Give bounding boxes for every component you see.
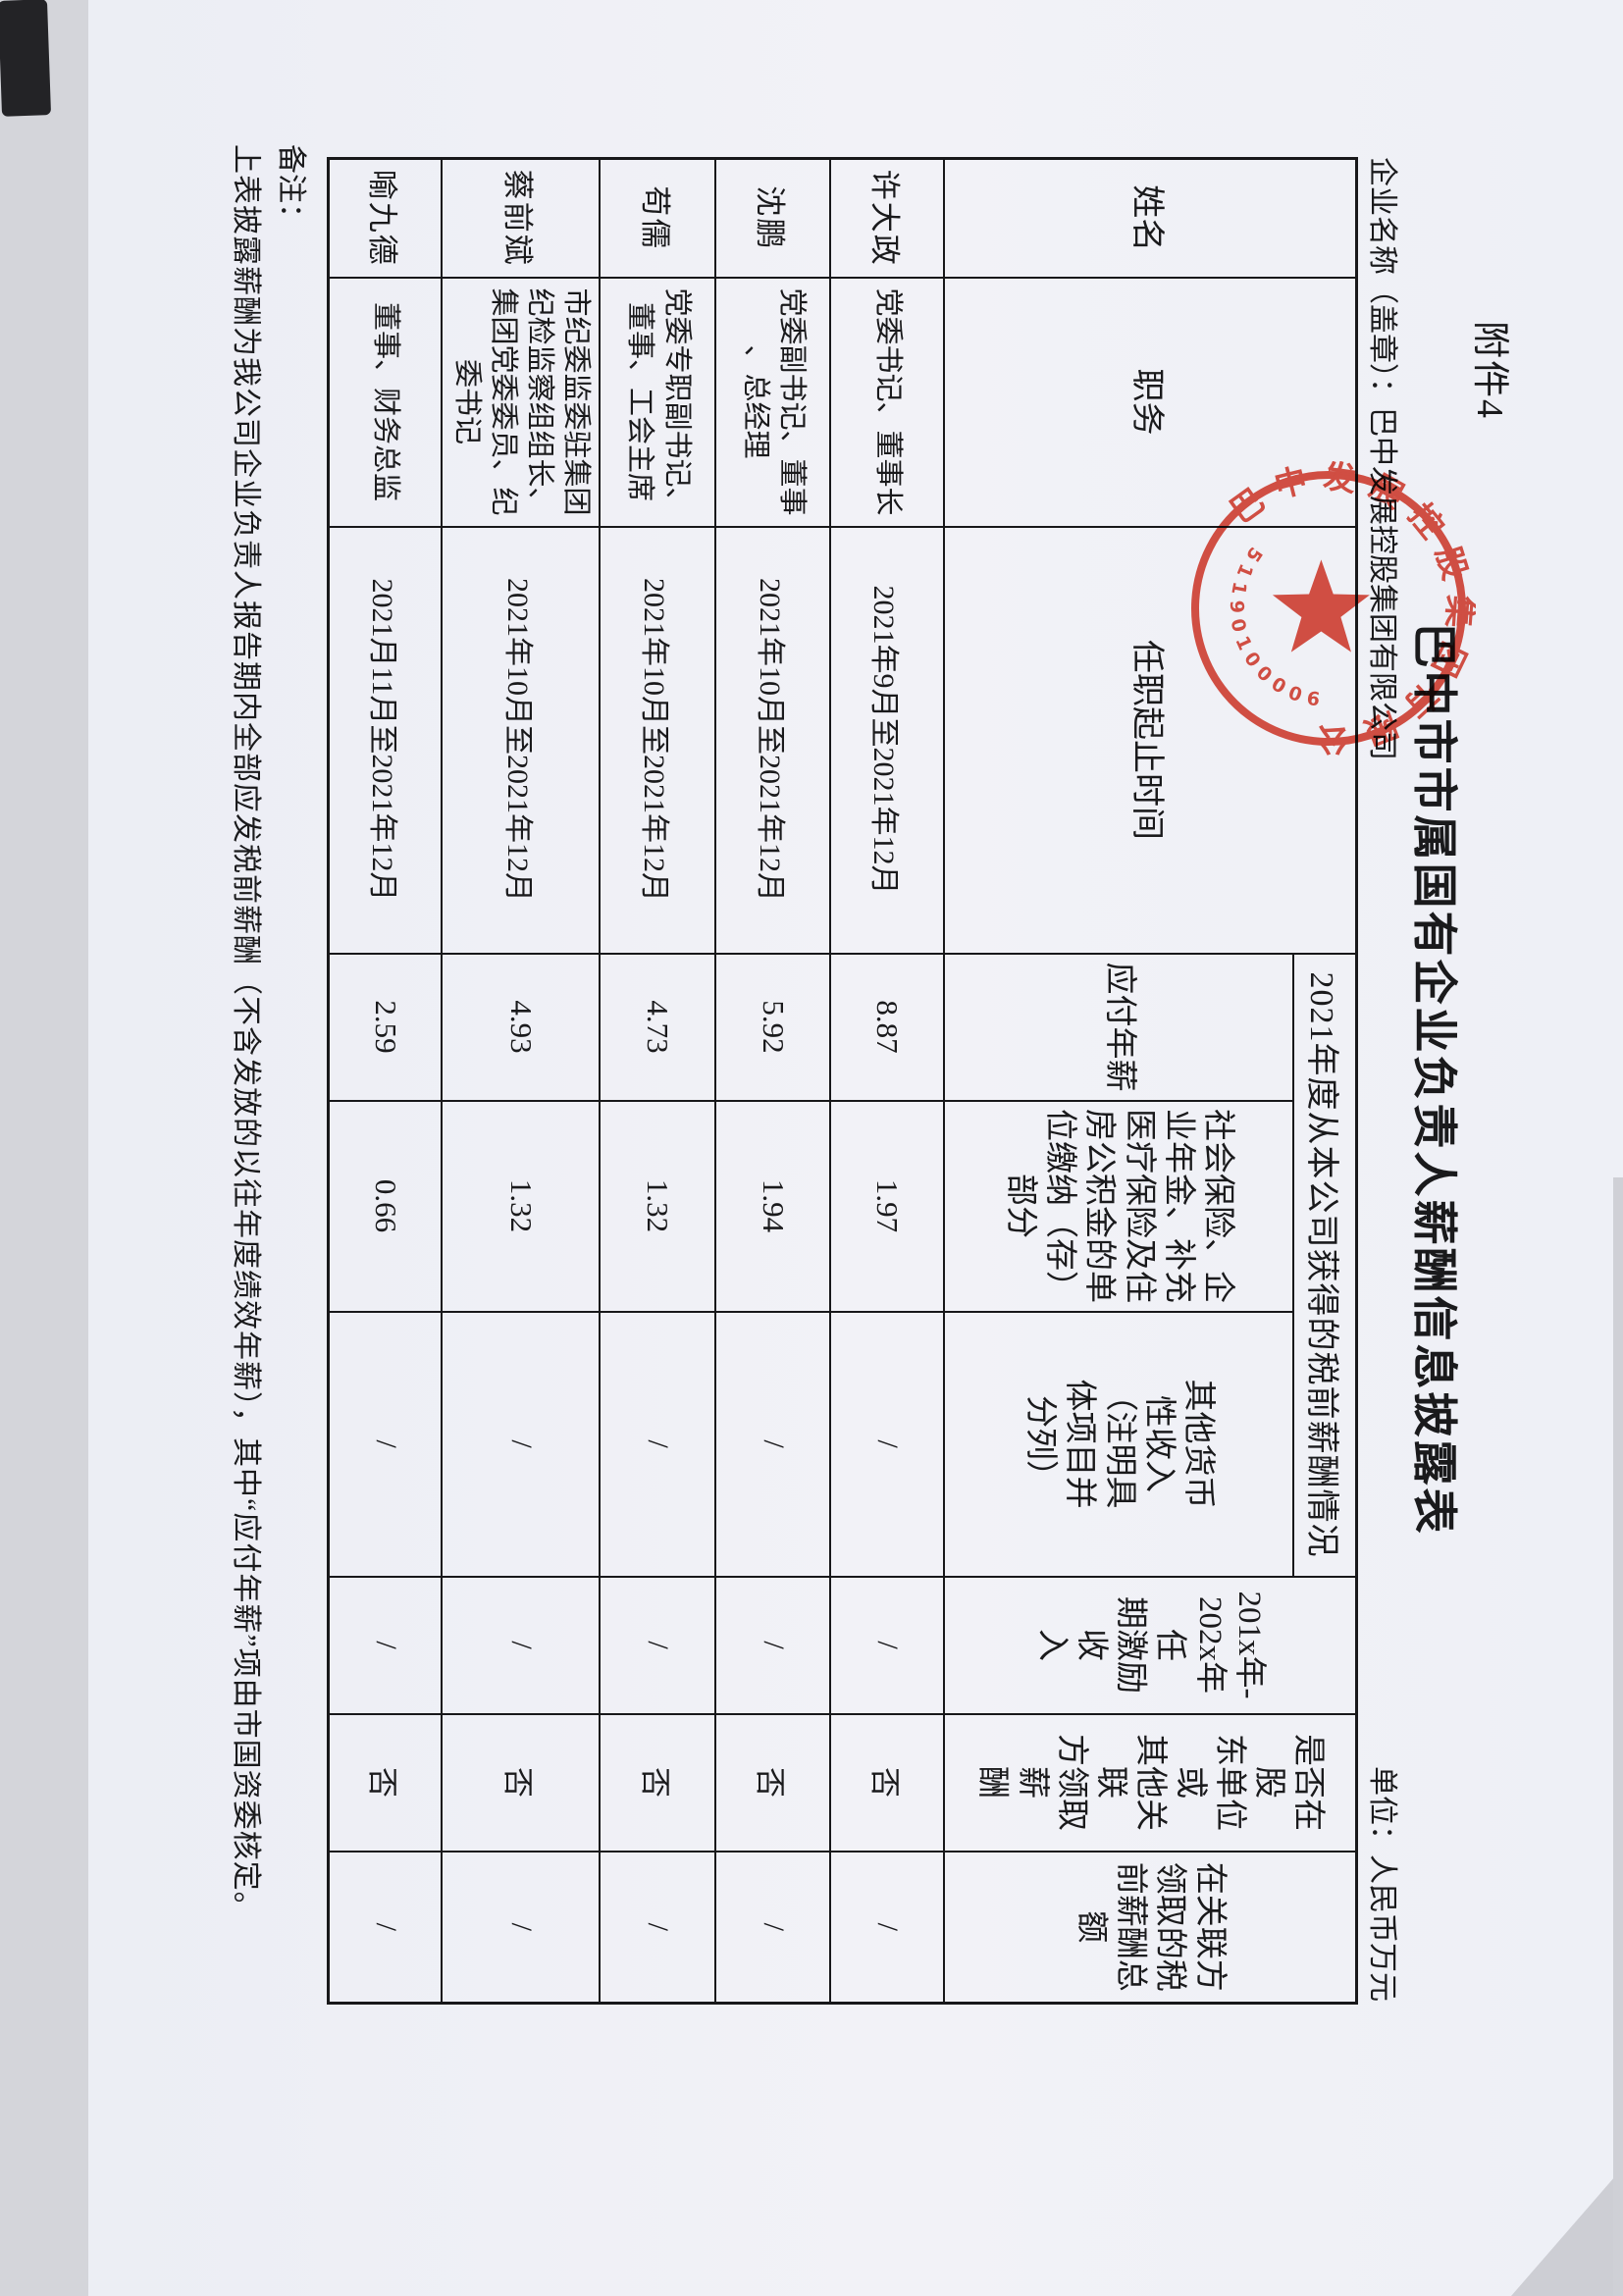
note-label: 备注： [275,144,307,233]
cell-tenure: 2021年10月至2021年12月 [442,526,601,954]
cell-name: 沈鹏 [715,158,831,278]
cell-shareholder: 否 [600,1713,716,1852]
cell-other-income: / [442,1311,601,1577]
scan-corner-shadow [1511,2139,1623,2296]
cell-shareholder: 否 [442,1713,601,1852]
cell-other-income: / [830,1311,945,1577]
header-shareholder: 是否在股 东单位或 其他关联 方领取薪 酬 [944,1713,1357,1852]
scan-noise-mark [0,0,52,117]
salary-table: 姓名 职务 任职起止时间 2021年度从本公司获得的税前薪酬情况 201x年- … [327,157,1358,2006]
header-salary-group: 2021年度从本公司获得的税前薪酬情况 [1293,953,1357,1577]
table-row: 许大政 党委书记、董事长 2021年9月至2021年12月 8.87 1.97 … [830,158,945,2004]
scan-edge-shadow [1613,1177,1623,2296]
cell-shareholder: 否 [715,1713,831,1852]
table-row: 沈鹏 党委副书记、董事 、总经理 2021年10月至2021年12月 5.92 … [715,158,831,2004]
company-stamp: 巴中发展控股集团有限公司 51190100006164 [1181,461,1476,756]
star-icon [1272,559,1370,652]
cell-tenure: 2021月11月至2021年12月 [328,526,443,954]
cell-position: 市纪委监委驻集团 纪检监察组组长、 集团党委委员、纪 委书记 [442,277,601,527]
cell-position: 党委专职副书记、 董事、工会主席 [600,277,716,527]
cell-other-income: / [715,1311,831,1577]
unit-label: 单位：人民币万元 [1366,1766,1398,2002]
cell-insurance: 1.94 [715,1100,831,1312]
cell-shareholder: 否 [830,1713,945,1852]
scanner-background-strip [0,0,88,2296]
header-row-group: 姓名 职务 任职起止时间 2021年度从本公司获得的税前薪酬情况 201x年- … [944,158,1357,2004]
attachment-label: 附件4 [1469,321,1510,421]
cell-incentive: / [715,1576,831,1714]
cell-insurance: 1.97 [830,1100,945,1312]
cell-other-income: / [600,1311,716,1577]
cell-annual-salary: 2.59 [328,953,443,1101]
cell-insurance: 0.66 [328,1100,443,1312]
cell-related: / [442,1851,601,2004]
cell-name: 许大政 [830,158,945,278]
table-row: 喻九德 董事、财务总监 2021月11月至2021年12月 2.59 0.66 … [328,158,443,2004]
cell-related: / [715,1851,831,2004]
company-label: 企业名称（盖章）： [1366,157,1398,407]
cell-insurance: 1.32 [600,1100,716,1312]
cell-incentive: / [830,1576,945,1714]
table-row: 蔡前斌 市纪委监委驻集团 纪检监察组组长、 集团党委委员、纪 委书记 2021年… [442,158,601,2004]
cell-annual-salary: 4.93 [442,953,601,1101]
cell-related: / [600,1851,716,2004]
header-related-party: 在关联方 领取的税 前薪酬总 额 [944,1851,1357,2004]
cell-position: 党委副书记、董事 、总经理 [715,277,831,527]
cell-insurance: 1.32 [442,1100,601,1312]
cell-tenure: 2021年10月至2021年12月 [715,526,831,954]
meta-line: 企业名称（盖章）：巴中发展控股集团有限公司 单位：人民币万元 [1364,157,1405,2002]
cell-tenure: 2021年10月至2021年12月 [600,526,716,954]
cell-position: 董事、财务总监 [328,277,443,527]
cell-related: / [328,1851,443,2004]
header-annual-salary: 应付年薪 [944,953,1294,1101]
note-text: 上表披露薪酬为我公司企业负责人报告期内全部应发税前薪酬（不含发放的以往年度绩效年… [230,144,262,1922]
header-term-incentive: 201x年- 202x年任 期激励收 入 [944,1576,1357,1714]
document-title: 巴中市市属国有企业负责人薪酬信息披露表 [1409,622,1459,1537]
cell-annual-salary: 5.92 [715,953,831,1101]
cell-annual-salary: 8.87 [830,953,945,1101]
cell-incentive: / [600,1576,716,1714]
cell-annual-salary: 4.73 [600,953,716,1101]
cell-name: 苟儒 [600,158,716,278]
header-other-income: 其他货币 性收入 （注明具 体项目并 分列） [944,1311,1294,1577]
stamp-ring [1191,471,1466,746]
cell-position: 党委书记、董事长 [830,277,945,527]
header-social-insurance: 社会保险、企 业年金、补充 医疗保险及住 房公积金的单 位缴纳（存） 部分 [944,1100,1294,1312]
cell-incentive: / [442,1576,601,1714]
cell-shareholder: 否 [328,1713,443,1852]
cell-name: 喻九德 [328,158,443,278]
cell-related: / [830,1851,945,2004]
cell-incentive: / [328,1576,443,1714]
cell-name: 蔡前斌 [442,158,601,278]
cell-tenure: 2021年9月至2021年12月 [830,526,945,954]
header-name: 姓名 [944,158,1357,278]
cell-other-income: / [328,1311,443,1577]
table-row: 苟儒 党委专职副书记、 董事、工会主席 2021年10月至2021年12月 4.… [600,158,716,2004]
